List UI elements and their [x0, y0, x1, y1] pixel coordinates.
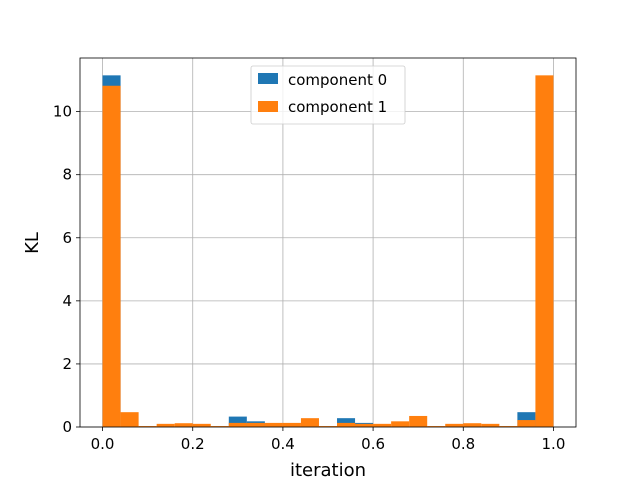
bar-series-1-bin-17	[409, 415, 428, 427]
bars	[102, 75, 554, 427]
legend: component 0 component 1	[250, 65, 406, 125]
bar-series-0-bin-7	[228, 416, 247, 427]
bar-series-1-bin-5	[192, 423, 211, 427]
bar-series-1-bin-14	[355, 423, 374, 427]
bar-series-1-bin-8	[246, 422, 265, 427]
y-tick-label: 10	[53, 103, 72, 121]
bar-series-1-bin-20	[463, 423, 482, 427]
legend-swatch-component-0	[258, 73, 278, 84]
y-tick-label: 4	[62, 292, 72, 310]
y-axis-title: KL	[22, 232, 43, 254]
bar-series-1-bin-19	[445, 423, 464, 427]
x-axis-title: iteration	[290, 460, 366, 480]
bar-series-1-bin-3	[156, 423, 175, 427]
bar-series-1-bin-21	[481, 423, 500, 427]
y-axis-ticks: 0 2 4 6 8 10	[53, 103, 80, 436]
bar-series-1-bin-22	[499, 426, 518, 427]
bar-series-1-bin-13	[337, 422, 356, 427]
bar-series-1-bin-24	[535, 75, 554, 427]
bar-series-1-bin-7	[228, 422, 247, 427]
y-tick-label: 8	[62, 166, 72, 184]
bar-series-1-bin-15	[373, 423, 392, 427]
x-tick-label: 0.8	[451, 435, 475, 453]
x-tick-label: 0.6	[361, 435, 385, 453]
bar-series-1-bin-10	[282, 422, 301, 427]
bar-series-1-bin-23	[517, 420, 536, 427]
x-axis-ticks: 0.0 0.2 0.4 0.6 0.8 1.0	[91, 427, 566, 453]
bar-series-1-bin-0	[102, 85, 121, 427]
bar-series-1-bin-9	[264, 422, 283, 427]
legend-frame	[250, 65, 406, 125]
bar-series-1-bin-11	[300, 418, 319, 427]
legend-label-component-0: component 0	[288, 71, 387, 89]
bar-series-1-bin-18	[427, 426, 446, 427]
bar-series-1-bin-12	[318, 426, 338, 427]
bar-series-1-bin-16	[391, 421, 410, 427]
bar-series-0-bin-13	[337, 418, 356, 427]
y-tick-label: 2	[62, 355, 72, 373]
legend-swatch-component-1	[258, 101, 278, 112]
legend-label-component-1: component 1	[288, 98, 387, 116]
y-tick-label: 0	[62, 418, 72, 436]
x-tick-label: 0.2	[181, 435, 205, 453]
y-tick-label: 6	[62, 229, 72, 247]
bar-series-1-bin-4	[174, 423, 193, 427]
x-tick-label: 1.0	[542, 435, 566, 453]
bar-series-1-bin-6	[210, 426, 229, 427]
x-tick-label: 0.0	[91, 435, 115, 453]
bar-series-1-bin-2	[138, 426, 157, 427]
x-tick-label: 0.4	[271, 435, 295, 453]
bar-series-1-bin-1	[120, 412, 139, 427]
plot-frame	[79, 57, 577, 428]
